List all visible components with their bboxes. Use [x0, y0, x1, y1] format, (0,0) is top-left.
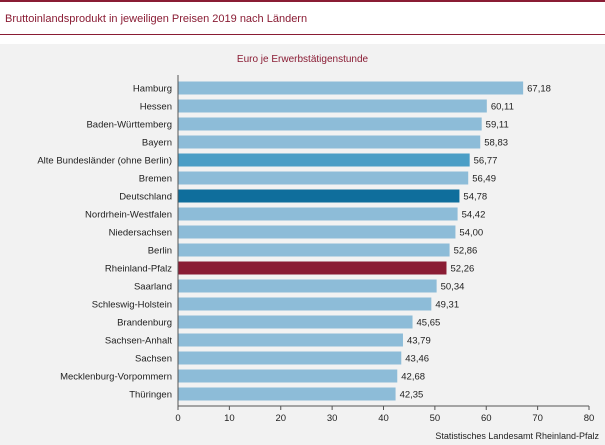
bar: [178, 171, 469, 185]
data-label: 54,00: [459, 228, 483, 239]
category-label: Sachsen: [135, 354, 172, 365]
chart-subtitle: Euro je Erwerbstätigenstunde: [236, 54, 369, 65]
data-label: 43,79: [407, 336, 431, 347]
category-label: Bremen: [139, 174, 172, 185]
source-note: Statistisches Landesamt Rheinland-Pfalz: [435, 431, 599, 441]
category-label: Deutschland: [119, 192, 172, 203]
data-label: 49,31: [435, 300, 459, 311]
x-tick-label: 40: [378, 413, 389, 424]
bar: [178, 99, 487, 113]
category-label: Schleswig-Holstein: [92, 300, 172, 311]
page-title: Bruttoinlandsprodukt in jeweiligen Preis…: [5, 13, 308, 25]
top-rule: [0, 0, 605, 2]
category-label: Hessen: [140, 102, 172, 113]
data-label: 54,78: [463, 192, 487, 203]
data-label: 42,35: [400, 390, 424, 401]
data-label: 52,26: [450, 264, 474, 275]
data-label: 50,34: [441, 282, 465, 293]
x-tick-label: 30: [327, 413, 338, 424]
data-label: 52,86: [454, 246, 478, 257]
category-label: Berlin: [148, 246, 172, 257]
data-label: 59,11: [486, 120, 509, 131]
category-label: Thüringen: [129, 390, 172, 401]
x-tick-label: 60: [481, 413, 492, 424]
category-label: Baden-Württemberg: [86, 120, 172, 131]
bar: [178, 369, 398, 383]
category-label: Mecklenburg-Vorpommern: [60, 372, 172, 383]
data-label: 56,49: [472, 174, 496, 185]
bar: [178, 225, 456, 239]
bar: [178, 189, 460, 203]
x-tick-label: 70: [532, 413, 543, 424]
category-label: Nordrhein-Westfalen: [85, 210, 172, 221]
data-label: 58,83: [484, 138, 508, 149]
category-label: Hamburg: [133, 84, 172, 95]
data-label: 67,18: [527, 84, 551, 95]
x-tick-label: 20: [275, 413, 286, 424]
x-tick-label: 80: [584, 413, 595, 424]
category-label: Alte Bundesländer (ohne Berlin): [37, 156, 172, 167]
data-label: 42,68: [401, 372, 425, 383]
bar: [178, 315, 413, 329]
category-label: Brandenburg: [117, 318, 172, 329]
category-label: Sachsen-Anhalt: [105, 336, 172, 347]
x-tick-label: 0: [175, 413, 180, 424]
bar: [178, 297, 432, 311]
x-tick-label: 50: [430, 413, 441, 424]
category-label: Rheinland-Pfalz: [105, 264, 172, 275]
bar: [178, 351, 402, 365]
data-label: 45,65: [417, 318, 441, 329]
data-label: 60,11: [491, 102, 514, 113]
bar: [178, 117, 482, 131]
category-label: Saarland: [134, 282, 172, 293]
category-label: Bayern: [142, 138, 172, 149]
x-tick-label: 10: [224, 413, 235, 424]
bar: [178, 333, 403, 347]
bar: [178, 207, 458, 221]
bar: [178, 243, 450, 257]
data-label: 56,77: [474, 156, 498, 167]
title-rule: [0, 34, 605, 35]
data-label: 43,46: [405, 354, 429, 365]
bar: [178, 135, 481, 149]
category-label: Niedersachsen: [109, 228, 172, 239]
bar: [178, 81, 524, 95]
bar: [178, 153, 470, 167]
data-label: 54,42: [462, 210, 486, 221]
bar: [178, 261, 447, 275]
bar: [178, 387, 396, 401]
bar: [178, 279, 437, 293]
